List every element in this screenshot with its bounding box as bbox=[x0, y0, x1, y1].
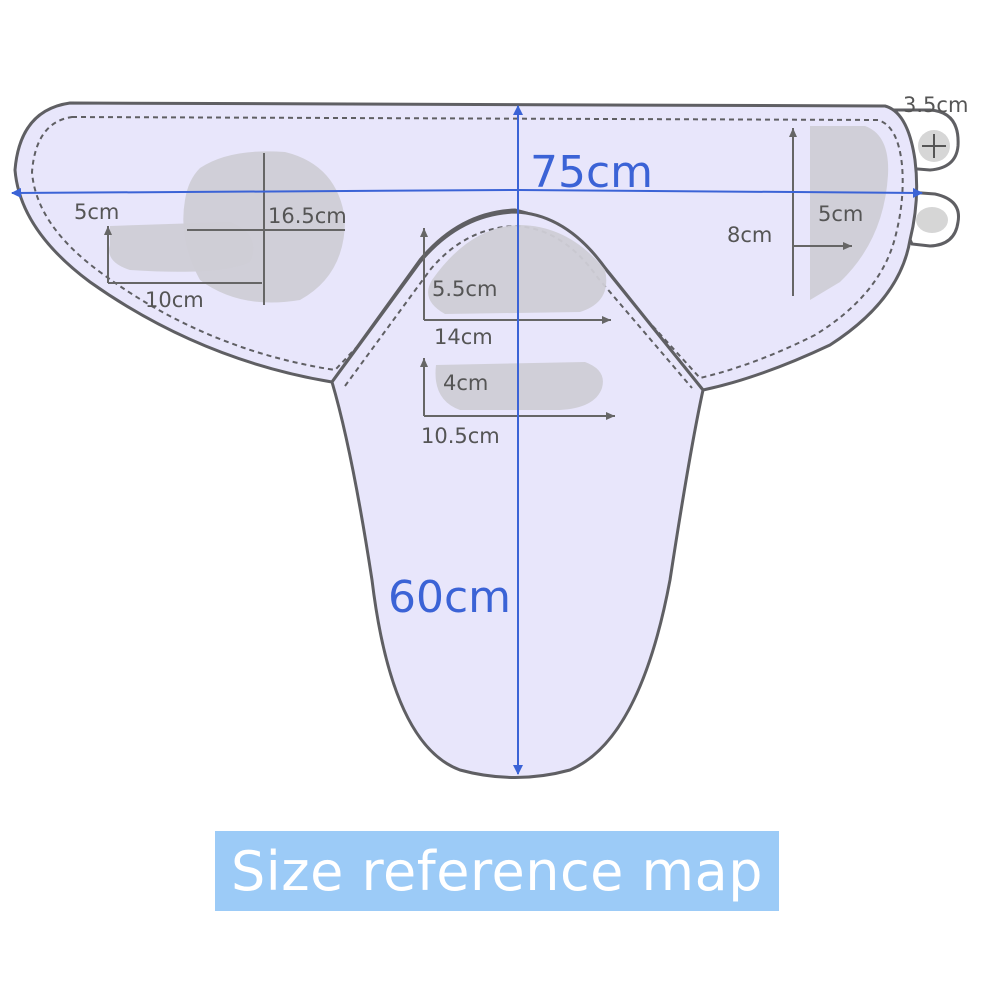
head-pad-width-label: 10cm bbox=[145, 288, 204, 312]
center-pad-height-label: 5.5cm bbox=[432, 277, 497, 301]
caption-banner: Size reference map bbox=[215, 831, 779, 911]
tab-size-label: 3.5cm bbox=[903, 93, 968, 117]
head-pad-short-label: 5cm bbox=[74, 200, 119, 224]
lower-pad-height-label: 4cm bbox=[443, 371, 488, 395]
crosshair-icon bbox=[922, 134, 946, 158]
left-wing-pad bbox=[109, 222, 254, 272]
side-pad-height-label: 8cm bbox=[727, 223, 772, 247]
side-pad-width-label: 5cm bbox=[818, 202, 863, 226]
velcro-dot-lower bbox=[916, 207, 948, 233]
width-total-label: 75cm bbox=[530, 147, 653, 198]
center-pad-width-label: 14cm bbox=[434, 325, 493, 349]
head-pad-height-label: 16.5cm bbox=[268, 204, 347, 228]
lower-pad bbox=[435, 362, 603, 410]
right-wing-pad bbox=[810, 126, 889, 300]
height-total-label: 60cm bbox=[388, 572, 511, 623]
blue-dimension-lines bbox=[11, 105, 923, 775]
caption-text: Size reference map bbox=[231, 839, 763, 903]
lower-pad-width-label: 10.5cm bbox=[421, 424, 500, 448]
